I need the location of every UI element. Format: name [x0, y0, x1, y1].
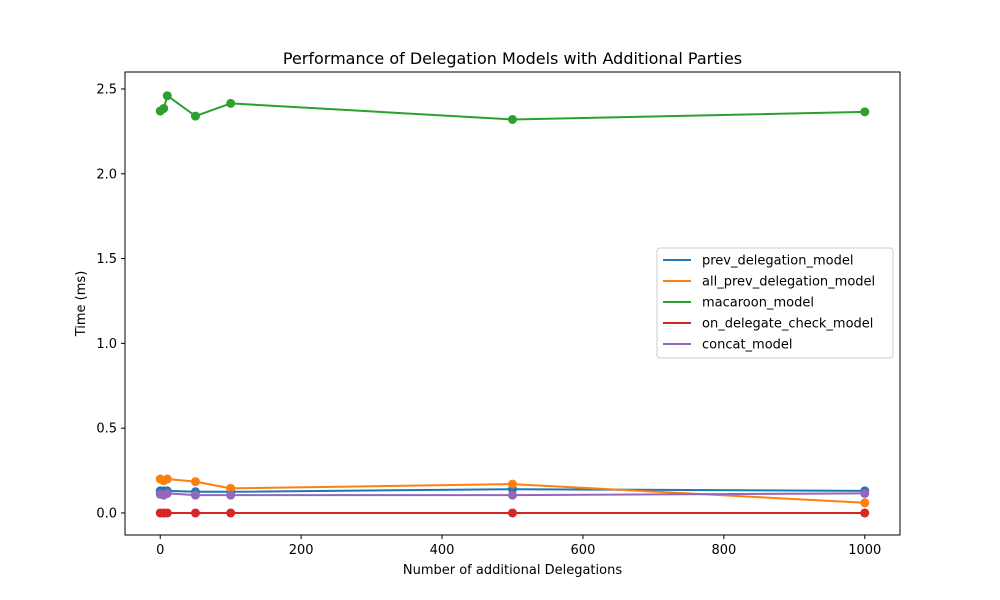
- data-point: [162, 91, 172, 101]
- data-point: [508, 490, 517, 500]
- y-tick-label: 0.5: [96, 422, 117, 437]
- y-tick-label: 2.0: [96, 167, 117, 182]
- data-point: [190, 111, 200, 121]
- x-tick-label: 800: [711, 543, 736, 558]
- y-tick-label: 0.0: [96, 506, 117, 521]
- y-axis-label: Time (ms): [74, 271, 89, 338]
- chart-title: Performance of Delegation Models with Ad…: [283, 49, 742, 68]
- legend-frame: [656, 247, 894, 359]
- data-point: [226, 483, 236, 493]
- y-tick-label: 2.5: [96, 82, 117, 97]
- x-tick-label: 1000: [848, 543, 881, 558]
- legend-label: concat_model: [702, 338, 793, 353]
- data-point: [508, 479, 517, 489]
- legend-label: on_delegate_check_model: [702, 317, 873, 332]
- x-tick-label: 400: [430, 543, 455, 558]
- legend: prev_delegation_model all_prev_delegation…: [656, 247, 894, 359]
- x-tick-label: 0: [156, 543, 164, 558]
- data-point: [162, 508, 172, 518]
- series-concat_model: [155, 488, 870, 500]
- data-point: [190, 490, 200, 500]
- data-point: [226, 98, 236, 108]
- data-point: [860, 488, 870, 498]
- data-point: [159, 103, 169, 113]
- legend-item: prev_delegation_model: [663, 254, 853, 269]
- data-point: [508, 114, 517, 124]
- data-point: [508, 508, 517, 518]
- x-tick-label: 600: [571, 543, 596, 558]
- legend-item: concat_model: [663, 338, 793, 353]
- series-all_prev_delegation_model: [155, 474, 870, 508]
- data-point: [226, 508, 236, 518]
- data-point: [162, 488, 172, 498]
- data-point: [190, 477, 200, 487]
- data-point: [860, 498, 870, 508]
- y-tick-label: 1.0: [96, 337, 117, 352]
- data-point: [860, 508, 870, 518]
- legend-label: macaroon_model: [702, 296, 814, 311]
- series-macaroon_model: [155, 91, 870, 124]
- data-point: [226, 490, 236, 500]
- data-point: [190, 508, 200, 518]
- series-on_delegate_check_model: [155, 508, 870, 518]
- data-point: [860, 107, 870, 117]
- data-point: [162, 474, 172, 484]
- y-tick-label: 1.5: [96, 252, 117, 267]
- x-axis: 0 200 400 600 800 1000: [156, 535, 881, 558]
- legend-item: all_prev_delegation_model: [663, 275, 875, 290]
- legend-label: prev_delegation_model: [702, 254, 853, 269]
- legend-item: macaroon_model: [663, 296, 814, 311]
- legend-item: on_delegate_check_model: [663, 317, 873, 332]
- legend-label: all_prev_delegation_model: [702, 275, 875, 290]
- x-axis-label: Number of additional Delegations: [403, 563, 622, 578]
- series-layer: [155, 91, 870, 518]
- plot-area-frame: [124, 71, 901, 536]
- x-tick-label: 200: [289, 543, 314, 558]
- y-axis: 0.0 0.5 1.0 1.5 2.0 2.5: [96, 82, 125, 521]
